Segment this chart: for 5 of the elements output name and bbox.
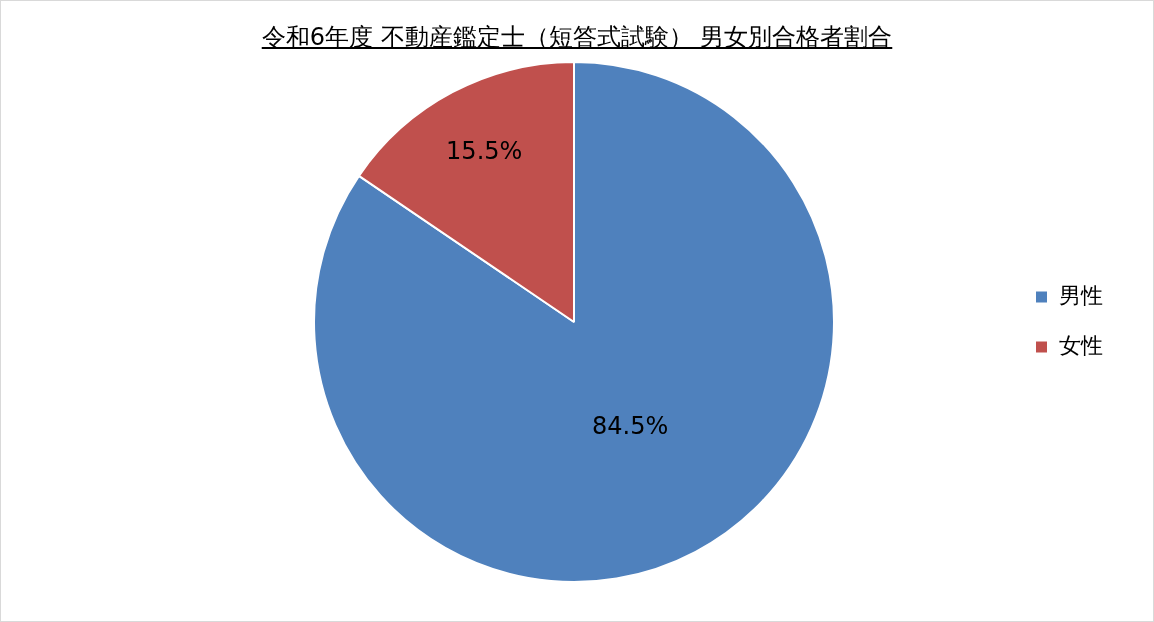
legend-label: 女性 — [1059, 332, 1103, 358]
chart-title: 令和6年度 不動産鑑定士（短答式試験） 男女別合格者割合 — [260, 22, 894, 53]
data-label: 84.5% — [592, 412, 669, 441]
data-label: 15.5% — [446, 136, 523, 165]
legend-label: 男性 — [1059, 282, 1103, 308]
